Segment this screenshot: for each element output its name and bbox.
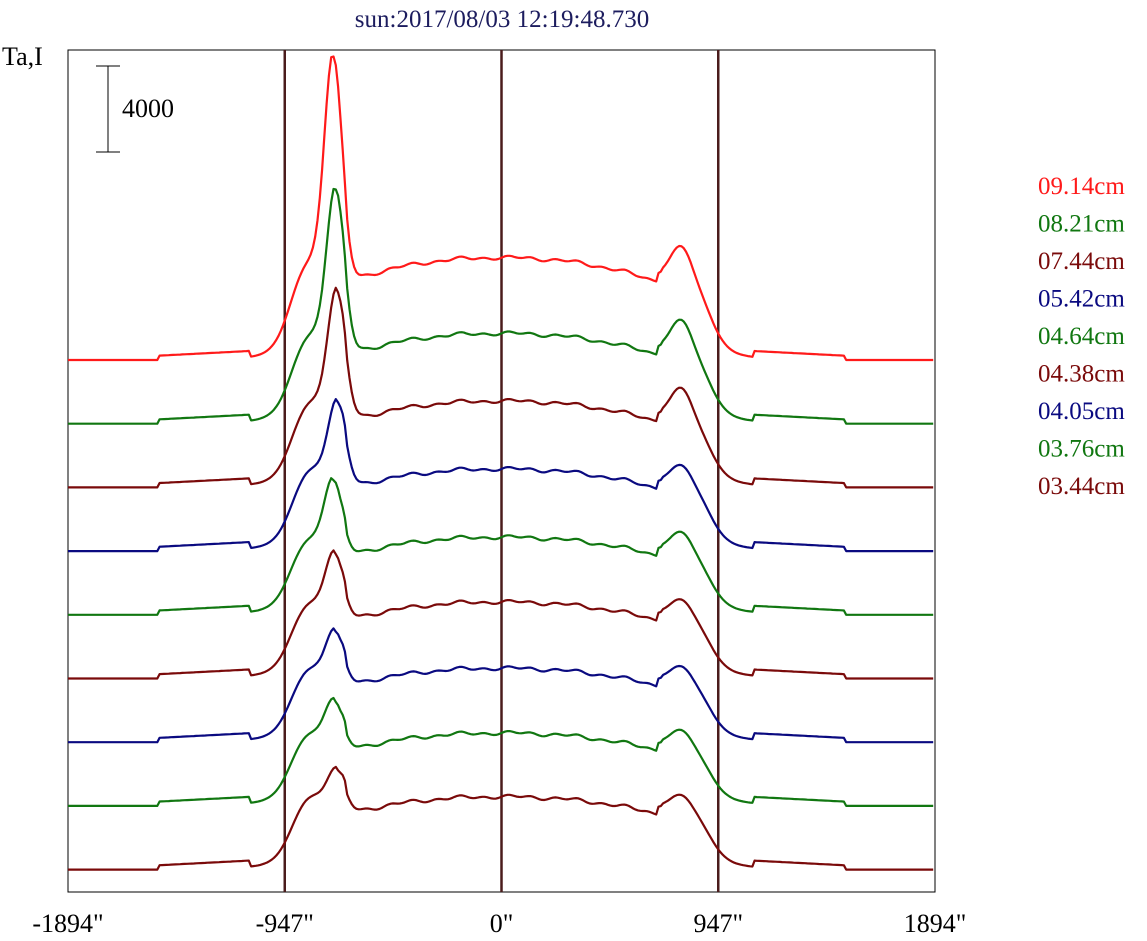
- x-axis-tick-labels: -1894" -947" 0" 947" 1894": [32, 909, 966, 938]
- x-tick-label: 947": [693, 909, 743, 938]
- series-line-04-38cm: [68, 549, 934, 680]
- legend-item: 09.14cm: [1038, 173, 1125, 200]
- legend-item: 04.38cm: [1038, 361, 1125, 388]
- limb-marker-lines: [283, 50, 720, 892]
- x-tick-label: -1894": [32, 909, 103, 938]
- series-line-09-14cm: [68, 55, 934, 362]
- series-line-05-42cm: [68, 398, 934, 553]
- series-line-04-05cm: [68, 627, 934, 744]
- y-axis-label: Ta,I: [2, 42, 43, 71]
- scale-bar-label: 4000: [122, 94, 174, 123]
- legend-item: 08.21cm: [1038, 211, 1125, 238]
- series-line-08-21cm: [68, 187, 934, 425]
- legend-item: 03.44cm: [1038, 473, 1125, 500]
- series-lines: [68, 55, 934, 871]
- legend-item: 07.44cm: [1038, 248, 1125, 275]
- series-line-04-64cm: [68, 477, 934, 616]
- series-line-07-44cm: [68, 286, 934, 489]
- scale-bar: 4000: [96, 65, 174, 153]
- legend-item: 03.76cm: [1038, 436, 1125, 463]
- series-line-03-76cm: [68, 696, 934, 807]
- x-tick-label: 0": [490, 909, 514, 938]
- series-line-03-44cm: [68, 765, 934, 871]
- legend-item: 04.05cm: [1038, 398, 1125, 425]
- chart-title: sun:2017/08/03 12:19:48.730: [355, 6, 649, 33]
- x-tick-label: 1894": [904, 909, 967, 938]
- legend-item: 05.42cm: [1038, 286, 1125, 313]
- legend-item: 04.64cm: [1038, 323, 1125, 350]
- legend: 09.14cm 08.21cm 07.44cm 05.42cm 04.64cm 04.38…: [1038, 173, 1125, 500]
- x-tick-label: -947": [256, 909, 314, 938]
